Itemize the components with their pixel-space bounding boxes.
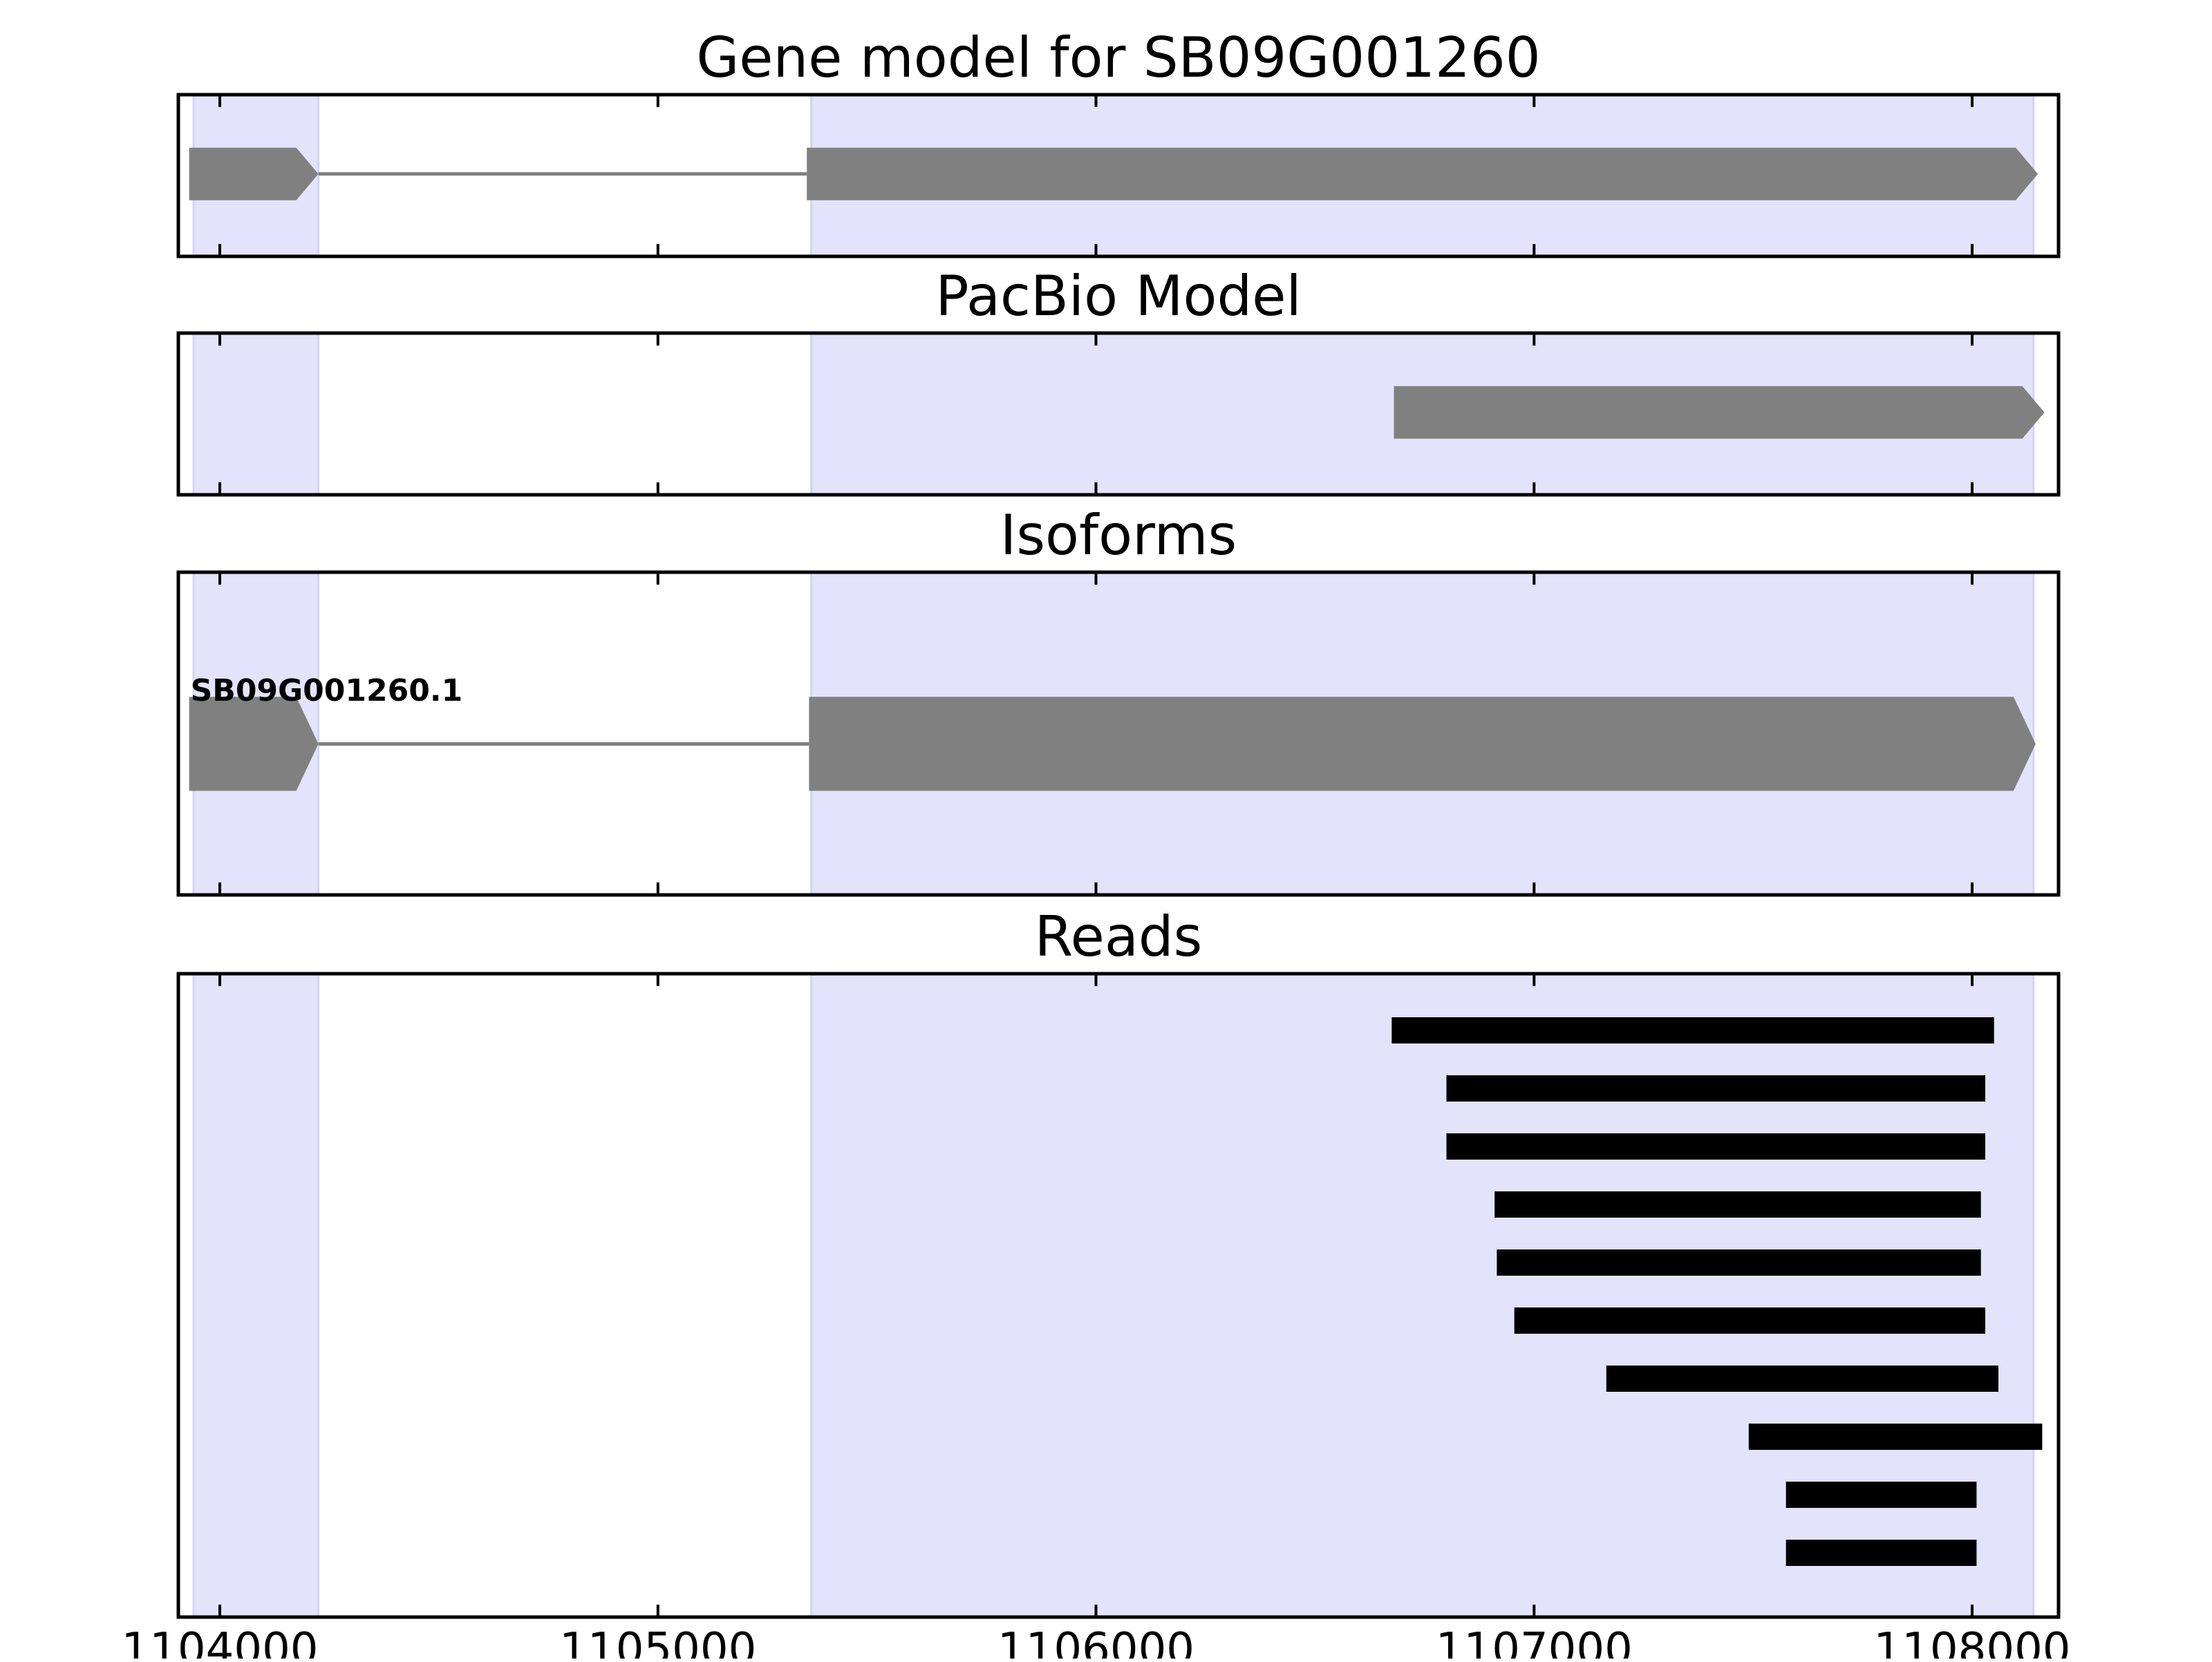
panel-gene-model: Gene model for SB09G001260 — [176, 26, 2061, 258]
panel-title: Reads — [1035, 905, 1203, 969]
panel-reads: Reads — [176, 905, 2061, 1619]
panel-frame — [176, 570, 2061, 897]
panel-isoforms: SB09G001260.1 Isoforms — [176, 503, 2061, 897]
x-tick-label: 1105000 — [559, 1624, 756, 1659]
read-bar — [1785, 1482, 1977, 1508]
read-bar — [1446, 1075, 1985, 1102]
highlight-region-1 — [192, 332, 320, 496]
isoform-label: SB09G001260.1 — [191, 673, 463, 708]
panel-pacbio-model: PacBio Model — [176, 264, 2061, 497]
read-bar — [1748, 1424, 2043, 1450]
exon-1 — [189, 147, 319, 200]
exon-2 — [807, 147, 2038, 200]
panel-frame — [176, 972, 2061, 1619]
exon-1 — [1394, 386, 2045, 439]
x-tick-label: 1107000 — [1436, 1624, 1633, 1659]
read-bar — [1446, 1133, 1985, 1160]
read-bar — [1391, 1017, 1994, 1044]
read-bar — [1514, 1307, 1985, 1334]
read-bar — [1497, 1249, 1981, 1276]
x-tick-label: 1106000 — [997, 1624, 1194, 1659]
highlight-region-1 — [192, 972, 320, 1618]
read-bar — [1785, 1540, 1977, 1566]
isoform-exon-2 — [809, 697, 2036, 791]
x-tick-label: 1104000 — [121, 1624, 318, 1659]
read-bar — [1606, 1366, 1998, 1392]
x-tick-label: 1108000 — [1873, 1624, 2070, 1659]
read-bar — [1494, 1191, 1981, 1218]
isoform-exon-1 — [189, 697, 319, 791]
panel-title: Gene model for SB09G001260 — [696, 26, 1540, 90]
panel-title: PacBio Model — [935, 264, 1301, 328]
highlight-region-2 — [810, 972, 2035, 1618]
panel-frame — [176, 93, 2061, 258]
panel-frame — [176, 331, 2061, 497]
panel-title: Isoforms — [1000, 503, 1237, 567]
